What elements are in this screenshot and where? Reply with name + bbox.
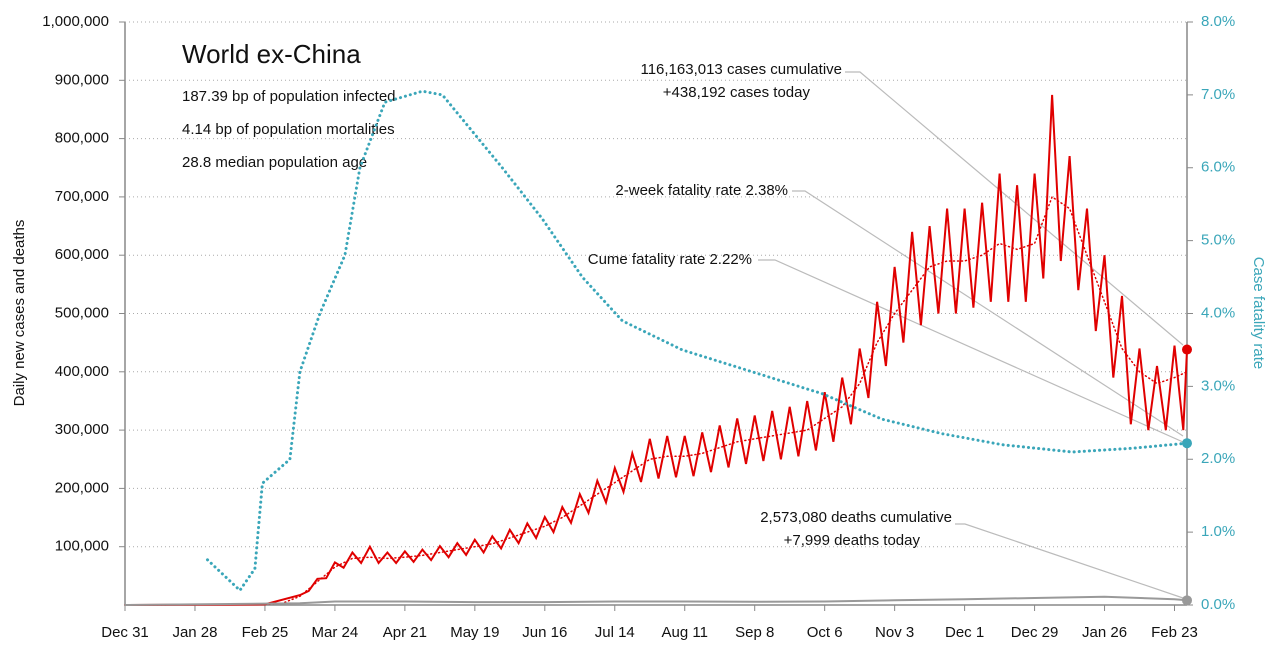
leader-line bbox=[955, 523, 1184, 599]
y-tick-label: 800,000 bbox=[55, 130, 109, 147]
end-marker bbox=[1182, 344, 1192, 355]
x-tick-label: Feb 25 bbox=[242, 624, 289, 641]
x-tick-label: Aug 11 bbox=[662, 624, 708, 641]
y-axis-label: Daily new cases and deaths bbox=[11, 220, 28, 407]
x-tick-label: May 19 bbox=[450, 624, 499, 641]
subtitle: 28.8 median population age bbox=[182, 154, 367, 171]
leader-line bbox=[792, 190, 1184, 437]
subtitle: 4.14 bp of population mortalities bbox=[182, 121, 395, 138]
series-line bbox=[206, 89, 1189, 593]
end-marker bbox=[1182, 595, 1192, 606]
y2-tick-label: 7.0% bbox=[1201, 86, 1235, 103]
leader-line bbox=[758, 259, 1184, 443]
annotation: 2-week fatality rate 2.38% bbox=[615, 182, 788, 199]
end-marker bbox=[1182, 438, 1192, 449]
series-line bbox=[124, 195, 1188, 606]
y2-tick-label: 1.0% bbox=[1201, 523, 1235, 540]
annotation: +438,192 cases today bbox=[663, 84, 811, 101]
subtitle: 187.39 bp of population infected bbox=[182, 88, 396, 105]
y-tick-label: 300,000 bbox=[55, 421, 109, 438]
y2-tick-label: 8.0% bbox=[1201, 13, 1235, 30]
x-tick-label: Mar 24 bbox=[312, 624, 359, 641]
chart-title: World ex-China bbox=[182, 39, 361, 69]
y2-axis-label: Case fatality rate bbox=[1250, 257, 1267, 370]
x-tick-label: Feb 23 bbox=[1151, 624, 1198, 641]
y2-tick-label: 5.0% bbox=[1201, 232, 1235, 249]
y2-tick-label: 6.0% bbox=[1201, 159, 1235, 176]
x-tick-label: Jan 28 bbox=[172, 624, 217, 641]
x-tick-label: Sep 8 bbox=[735, 624, 774, 641]
y2-tick-label: 2.0% bbox=[1201, 450, 1235, 467]
annotations: 116,163,013 cases cumulative +438,192 ca… bbox=[588, 61, 1184, 599]
x-tick-label: Dec 31 bbox=[101, 624, 149, 641]
x-tick-label: Jun 16 bbox=[522, 624, 567, 641]
annotation: 116,163,013 cases cumulative bbox=[640, 61, 842, 78]
y2-tick-label: 0.0% bbox=[1201, 596, 1235, 613]
annotation: Cume fatality rate 2.22% bbox=[588, 251, 752, 268]
x-tick-label: Jul 14 bbox=[595, 624, 635, 641]
y2-tick-label: 4.0% bbox=[1201, 304, 1235, 321]
series-line bbox=[124, 595, 1188, 606]
leader-line bbox=[845, 71, 1184, 346]
x-tick-label: Oct 6 bbox=[807, 624, 843, 641]
y-tick-label: 400,000 bbox=[55, 363, 109, 380]
x-tick-label: Jan 26 bbox=[1082, 624, 1127, 641]
y-tick-label: 700,000 bbox=[55, 188, 109, 205]
y-tick-label: 200,000 bbox=[55, 479, 109, 496]
x-tick-label: Nov 3 bbox=[875, 624, 914, 641]
annotation: 2,573,080 deaths cumulative bbox=[760, 509, 952, 526]
x-tick-label: Dec 29 bbox=[1011, 624, 1059, 641]
annotation: +7,999 deaths today bbox=[784, 532, 921, 549]
y-tick-label: 500,000 bbox=[55, 304, 109, 321]
x-tick-label: Apr 21 bbox=[383, 624, 427, 641]
y2-tick-label: 3.0% bbox=[1201, 377, 1235, 394]
y-tick-label: 600,000 bbox=[55, 246, 109, 263]
y-tick-label: 1,000,000 bbox=[42, 13, 109, 30]
y-tick-label: 900,000 bbox=[55, 71, 109, 88]
series-line bbox=[124, 94, 1188, 606]
x-tick-label: Dec 1 bbox=[945, 624, 984, 641]
y-tick-label: 100,000 bbox=[55, 538, 109, 555]
